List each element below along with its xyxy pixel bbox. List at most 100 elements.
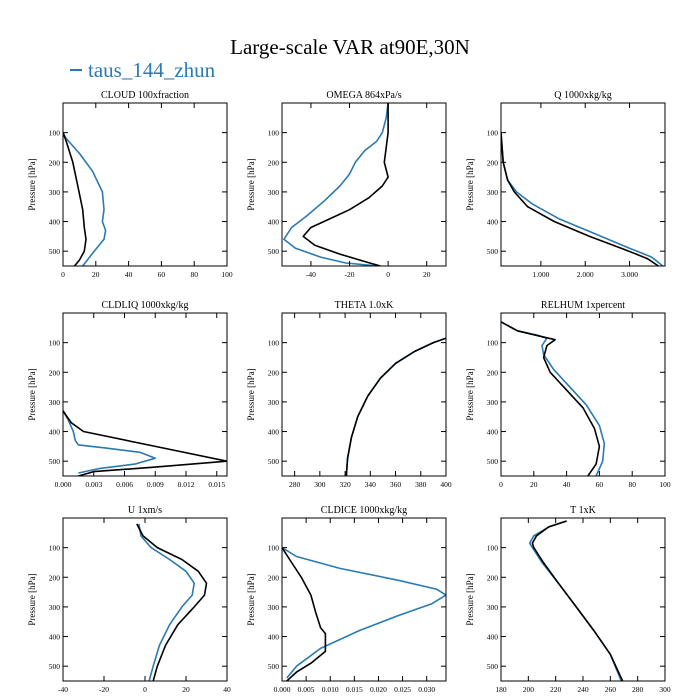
x-tick-label: 100	[221, 270, 233, 279]
x-tick-label: 240	[577, 685, 589, 694]
y-tick-label: 500	[268, 457, 280, 466]
x-tick-label: 80	[628, 480, 636, 489]
y-tick-label: 300	[487, 603, 499, 612]
x-tick-label: 0.030	[418, 685, 435, 694]
y-axis-label: Pressure [hPa]	[465, 158, 475, 210]
y-tick-label: 200	[487, 368, 499, 377]
y-tick-label: 200	[49, 573, 61, 582]
x-tick-label: 1.000	[532, 270, 549, 279]
x-tick-label: 0.006	[116, 480, 133, 489]
panel-frame	[62, 312, 228, 477]
panel-title: RELHUM 1xpercent	[541, 300, 625, 311]
y-tick-label: 400	[49, 218, 61, 227]
series-line-black	[63, 132, 87, 266]
series-line-blue	[63, 410, 157, 474]
x-tick-label: 0	[499, 480, 503, 489]
y-tick-label: 100	[487, 129, 499, 138]
panel-title: CLDICE 1000xkg/kg	[321, 505, 407, 516]
x-tick-label: 20	[530, 480, 538, 489]
series-line-blue	[63, 132, 107, 266]
y-axis-label: Pressure [hPa]	[27, 158, 37, 210]
x-tick-label: -40	[58, 685, 68, 694]
panel-frame	[62, 102, 228, 267]
y-tick-label: 300	[268, 603, 280, 612]
y-axis-label: Pressure [hPa]	[246, 158, 256, 210]
y-axis-label: Pressure [hPa]	[27, 368, 37, 420]
y-tick-label: 300	[268, 398, 280, 407]
y-axis-label: Pressure [hPa]	[27, 573, 37, 625]
series-line-blue	[138, 523, 195, 681]
x-tick-label: 180	[495, 685, 507, 694]
series-line-black	[63, 410, 227, 476]
x-tick-label: 200	[523, 685, 535, 694]
x-tick-label: 300	[659, 685, 671, 694]
x-tick-label: 60	[158, 270, 166, 279]
series-line-blue	[282, 546, 446, 679]
series-line-blue	[501, 321, 606, 476]
y-tick-label: 300	[49, 603, 61, 612]
x-tick-label: 220	[550, 685, 562, 694]
x-tick-label: 400	[440, 480, 452, 489]
panel-3: Q 1000xkg/kg 1.000 2.000 3.000 100 200 300 400 5…	[465, 90, 666, 279]
y-tick-label: 300	[49, 398, 61, 407]
x-tick-label: 0	[61, 270, 65, 279]
x-tick-label: 0.003	[85, 480, 102, 489]
x-tick-label: 0	[386, 270, 390, 279]
x-tick-label: 20	[423, 270, 431, 279]
series-line-blue	[345, 337, 446, 476]
y-tick-label: 300	[487, 398, 499, 407]
y-tick-label: 500	[49, 662, 61, 671]
x-tick-label: 20	[92, 270, 100, 279]
y-tick-label: 100	[487, 339, 499, 348]
panel-1: CLOUD 100xfraction 0 20 40 60 80 100 100 200 300 4…	[27, 90, 233, 279]
y-tick-label: 200	[487, 573, 499, 582]
y-tick-label: 500	[268, 662, 280, 671]
panel-title: THETA 1.0xK	[335, 300, 394, 311]
y-tick-label: 200	[49, 368, 61, 377]
x-tick-label: 0.000	[274, 685, 291, 694]
panel-title: U 1xm/s	[128, 505, 162, 516]
y-tick-label: 200	[487, 158, 499, 167]
x-tick-label: 20	[182, 685, 190, 694]
legend-swatch	[70, 69, 82, 72]
panel-title: CLDLIQ 1000xkg/kg	[102, 300, 189, 311]
panel-5: THETA 1.0xK 280 300 320 340 360 380 400 100 200 30…	[246, 300, 452, 489]
y-tick-label: 500	[487, 457, 499, 466]
y-tick-label: 200	[49, 158, 61, 167]
panel-title: OMEGA 864xPa/s	[326, 90, 401, 101]
y-tick-label: 100	[268, 339, 280, 348]
x-tick-label: 40	[563, 480, 571, 489]
panel-frame	[500, 312, 666, 477]
panel-frame	[281, 102, 447, 267]
series-line-black	[136, 523, 208, 681]
series-line-black	[345, 337, 446, 476]
panel-frame	[62, 517, 228, 682]
x-tick-label: 80	[190, 270, 198, 279]
series-line-black	[302, 103, 389, 266]
panel-8: CLDICE 1000xkg/kg 0.000 0.005 0.010 0.015 0.0…	[246, 505, 447, 694]
x-tick-label: 100	[659, 480, 671, 489]
x-tick-label: 380	[415, 480, 427, 489]
legend-label: taus_144_zhun	[88, 58, 216, 82]
x-tick-label: 0.005	[298, 685, 315, 694]
y-tick-label: 400	[487, 428, 499, 437]
panel-9: T 1xK 180 200 220 240 260 280 300 100 200 300 400 50…	[465, 505, 671, 694]
series-line-black	[531, 520, 624, 681]
panel-title: CLOUD 100xfraction	[101, 90, 189, 101]
panel-4: CLDLIQ 1000xkg/kg 0.000 0.003 0.006 0.009 0.0…	[27, 300, 228, 489]
y-tick-label: 200	[268, 573, 280, 582]
panel-title: T 1xK	[570, 505, 596, 516]
y-tick-label: 100	[49, 339, 61, 348]
y-tick-label: 300	[487, 188, 499, 197]
panel-title: Q 1000xkg/kg	[554, 90, 612, 101]
y-tick-label: 500	[487, 662, 499, 671]
x-tick-label: 40	[125, 270, 133, 279]
x-tick-label: -20	[99, 685, 109, 694]
legend: taus_144_zhun	[70, 58, 215, 83]
y-tick-label: 200	[268, 368, 280, 377]
panel-frame	[281, 517, 447, 682]
y-tick-label: 400	[268, 633, 280, 642]
x-tick-label: -20	[345, 270, 355, 279]
y-axis-label: Pressure [hPa]	[246, 368, 256, 420]
x-tick-label: 0.000	[55, 480, 72, 489]
